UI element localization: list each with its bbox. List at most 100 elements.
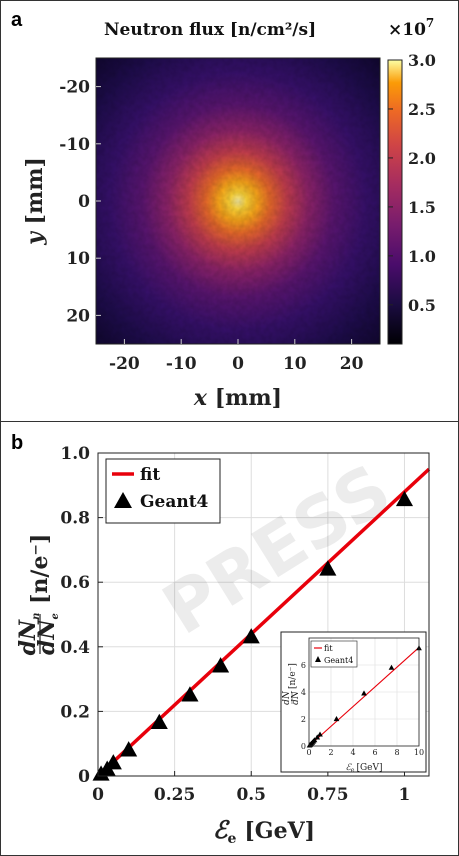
- heatmap-xtick-label: 10: [283, 354, 307, 374]
- inset-plot: 0 2 4 6 8 10 0 2 4 6 fit Geant4 ℰe [GeV] dN dN [n/…: [280, 631, 427, 774]
- inset-ylabel-num: dN: [282, 690, 292, 705]
- heatmap-noise: [96, 58, 380, 344]
- main-ylabel-unit: [n/e⁻]: [27, 534, 53, 604]
- heatmap-xlabel-unit: [mm]: [215, 385, 282, 411]
- main-ylabel-num-sub: n: [31, 613, 42, 620]
- inset-ylabel: dN dN [n/e⁻]: [282, 663, 301, 705]
- geant4-point: [181, 686, 199, 702]
- inset-xtick-label: 10: [414, 748, 424, 757]
- legend-fit-label: fit: [140, 465, 160, 485]
- main-xlabel-unit: [GeV]: [244, 818, 315, 844]
- heatmap-ticks: -20 -10 0 10 20 -20 -10 0 10 20: [59, 78, 363, 374]
- main-xtick-label: 0.25: [154, 785, 195, 805]
- panel-b-letter: b: [11, 432, 23, 454]
- inset-legend-box: [310, 640, 358, 668]
- inset-ylabel-unit: [n/e⁻]: [288, 663, 298, 689]
- inset-legend-geant4-label: Geant4: [324, 656, 353, 665]
- main-axes-box: [97, 452, 430, 777]
- geant4-point: [150, 713, 168, 730]
- main-ylabel-den-text: dN: [34, 619, 60, 655]
- main-ytick-label: 0.8: [60, 509, 90, 529]
- main-xtick-label: 1: [399, 785, 411, 805]
- inset-geant4-point: [314, 734, 321, 740]
- legend-geant4-label: Geant4: [140, 492, 209, 512]
- inset-xtick-label: 4: [350, 748, 355, 757]
- main-ylabel-num-text: dN: [15, 619, 41, 655]
- geant4-point: [395, 490, 414, 507]
- inset-ytick-label: 2: [301, 715, 306, 724]
- colorbar-tick-label: 2.5: [408, 100, 436, 119]
- inset-xtick-label: 2: [328, 748, 333, 757]
- inset-xtick-label: 8: [394, 748, 399, 757]
- main-xlabel: ℰe [GeV]: [213, 815, 315, 847]
- scatter-fit-plot: PRESS 0 0.25 0.5 0.75 100.20.40.60.81.0 fit …: [60, 444, 431, 805]
- inset-geant4-point: [317, 731, 323, 737]
- heatmap-ytick-label: -10: [59, 135, 90, 155]
- main-ytick-label: 1.0: [60, 444, 90, 464]
- geant4-point: [104, 754, 122, 770]
- inset-legend-geant4-swatch: [315, 656, 321, 662]
- colorbar-ticks: 3.0 2.5 2.0 1.5 1.0 0.5: [388, 51, 436, 315]
- colorbar-tick-label: 1.5: [408, 198, 436, 217]
- heatmap-ylabel-var: y: [22, 230, 48, 246]
- inset-ytick-label: 4: [301, 688, 306, 697]
- heatmap-ytick-label: 0: [78, 192, 90, 212]
- inset-fit-line: [308, 647, 420, 747]
- main-legend-box: [105, 458, 221, 524]
- colorbar-tick-label: 1.0: [408, 247, 436, 266]
- main-xtick-label: 0.75: [307, 785, 348, 805]
- inset-ytick-label: 6: [301, 661, 306, 670]
- inset-xlabel: ℰe [GeV]: [345, 763, 382, 774]
- heatmap-xlabel: x [mm]: [193, 385, 282, 411]
- heatmap-ylabel-unit: [mm]: [22, 157, 48, 224]
- heatmap-plot: -20 -10 0 10 20 -20 -10 0 10 20: [59, 57, 381, 374]
- colorbar-tick-label: 0.5: [408, 296, 436, 315]
- colorbar-exponent: ×107: [388, 16, 434, 40]
- main-xtick-label: 0.5: [236, 785, 266, 805]
- colorbar: 3.0 2.5 2.0 1.5 1.0 0.5: [387, 51, 436, 345]
- main-ytick-label: 0.4: [60, 638, 90, 658]
- heatmap-xlabel-var: x: [193, 385, 208, 411]
- inset-geant4-point: [388, 664, 395, 670]
- legend-geant4-swatch: [114, 492, 132, 508]
- heatmap-ytick-label: -20: [59, 78, 90, 98]
- heatmap-xtick-label: -20: [109, 354, 140, 374]
- inset-legend: fit Geant4: [310, 640, 358, 668]
- main-ylabel-den-sub: e: [50, 613, 61, 619]
- colorbar-exponent-power: 7: [426, 16, 434, 30]
- inset-legend-fit-label: fit: [324, 644, 333, 653]
- inset-xlabel-var: ℰ: [345, 763, 352, 773]
- main-ytick-label: 0.6: [60, 573, 90, 593]
- inset-axes-box: [308, 637, 420, 747]
- colorbar-exponent-base: ×10: [388, 20, 426, 40]
- geant4-point: [319, 560, 337, 576]
- inset-ylabel-den: dN: [291, 690, 301, 705]
- inset-geant4-point: [311, 737, 318, 743]
- panel-a-letter: a: [11, 9, 23, 31]
- main-xtick-label: 0: [92, 785, 104, 805]
- main-ytick-label: 0.2: [60, 702, 90, 722]
- colorbar-gradient: [387, 59, 403, 345]
- inset-ticks: 0 2 4 6 8 10 0 2 4 6: [301, 661, 424, 757]
- inset-geant4-point: [333, 716, 340, 722]
- heatmap-xtick-label: 0: [232, 354, 244, 374]
- inset-ytick-label: 0: [301, 742, 306, 751]
- inset-xlabel-unit: [GeV]: [356, 763, 382, 773]
- main-ylabel-num: dNn: [15, 613, 42, 656]
- colorbar-tick-label: 2.0: [408, 149, 436, 168]
- main-ytick-label: 0: [78, 767, 90, 787]
- geant4-point: [242, 628, 260, 644]
- main-xlabel-var: ℰ: [213, 815, 231, 844]
- main-xlabel-sub: e: [227, 831, 236, 847]
- heatmap-ytick-label: 10: [66, 249, 90, 269]
- main-legend: fit Geant4: [105, 458, 221, 524]
- inset-xlabel-sub: e: [351, 767, 355, 774]
- main-series: [92, 467, 431, 781]
- heatmap-xtick-label: 20: [340, 354, 364, 374]
- inset-xtick-label: 0: [306, 748, 311, 757]
- main-ticks: 0 0.25 0.5 0.75 1 0 0.2 0.4 0.6 0.8 1.0: [60, 444, 410, 805]
- geant4-point: [120, 741, 138, 757]
- inset-xtick-label: 6: [372, 748, 377, 757]
- heatmap-title: Neutron flux [n/cm²/s]: [104, 20, 316, 40]
